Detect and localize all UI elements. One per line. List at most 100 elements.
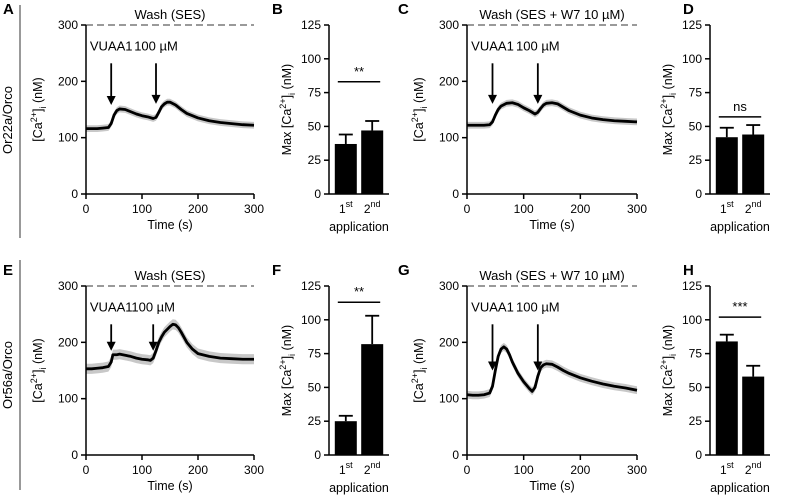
y-tick-label: 100 <box>301 313 321 327</box>
bar-2 <box>361 344 384 455</box>
y-tick-label: 25 <box>689 153 703 167</box>
y-tick-label: 100 <box>58 131 78 145</box>
bar-2 <box>742 376 765 455</box>
y-tick-label: 200 <box>439 335 459 349</box>
panel-c: C Wash (SES + W7 10 µM) VUAA1 100 µM 0 100 200… <box>398 1 647 232</box>
y-tick-label: 25 <box>308 414 322 428</box>
row-label-2: Or56a/Orco <box>0 341 15 409</box>
bar-2 <box>742 134 765 194</box>
y-tick-label: 50 <box>308 380 322 394</box>
x-axis-label: Time (s) <box>147 218 192 232</box>
x-axis-label: application <box>710 220 770 234</box>
panel-letter: C <box>398 1 409 18</box>
x-tick-label: 100 <box>514 202 534 216</box>
y-tick-label: 0 <box>695 448 702 462</box>
y-tick-label: 125 <box>682 18 702 32</box>
y-tick-label: 300 <box>58 18 78 32</box>
x-axis-label: application <box>710 481 770 495</box>
y-tick-label: 200 <box>439 74 459 88</box>
x-tick-label: 200 <box>188 463 208 477</box>
y-tick-label: 75 <box>308 347 322 361</box>
arrow-head <box>106 341 116 351</box>
arrow-head <box>488 94 497 104</box>
y-tick-label: 100 <box>301 52 321 66</box>
wash-label: Wash (SES) <box>134 268 205 283</box>
sem-band <box>86 98 254 133</box>
category-label-1: 1st <box>339 199 353 216</box>
y-tick-label: 125 <box>682 279 702 293</box>
panel-b: B 1st 2nd ** 0 25 50 75 100 125 application Max [Ca… <box>272 1 389 234</box>
panel-g: G Wash (SES + W7 10 µM) VUAA1 100 µM 0 100 200… <box>398 262 647 493</box>
panel-d: D 1st 2nd ns 0 25 50 75 100 125 application Max [Ca… <box>659 1 770 234</box>
panel-letter: D <box>683 1 694 18</box>
x-axis-label: Time (s) <box>529 479 574 493</box>
panel-letter: B <box>272 1 283 18</box>
x-axis-label: application <box>329 220 389 234</box>
mean-trace <box>86 322 254 371</box>
bar-1 <box>715 137 738 194</box>
arrow-head <box>106 95 116 105</box>
x-tick-label: 100 <box>132 463 152 477</box>
y-tick-label: 300 <box>439 279 459 293</box>
x-tick-label: 300 <box>244 463 264 477</box>
y-tick-label: 200 <box>58 74 78 88</box>
row-label-1: Or22a/Orco <box>0 86 15 154</box>
category-label-2: 2nd <box>364 460 381 477</box>
y-tick-label: 0 <box>314 448 321 462</box>
category-label-2: 2nd <box>745 460 762 477</box>
annotation-2: 100 µM <box>134 38 178 53</box>
bar-1 <box>715 341 738 455</box>
significance-label: ns <box>733 99 747 114</box>
mean-trace <box>466 345 638 397</box>
category-label-2: 2nd <box>745 199 762 216</box>
y-tick-label: 50 <box>689 119 703 133</box>
mean-trace <box>467 101 638 127</box>
y-tick-label: 75 <box>308 86 322 100</box>
significance-label: *** <box>732 299 747 314</box>
annotation-2: 100 µM <box>516 38 560 53</box>
arrow-head <box>148 341 158 351</box>
annotation-1: VUAA1 <box>471 299 514 314</box>
y-axis-label: Max [Ca2+]i (nM) <box>278 325 297 416</box>
annotation-1: VUAA1 <box>90 38 133 53</box>
x-axis-label: Time (s) <box>529 218 574 232</box>
significance-label: ** <box>354 64 364 79</box>
row-labels: Or22a/Orco Or56a/Orco <box>0 5 21 490</box>
panel-a: A Wash (SES) VUAA1 100 µM 0 100 200 300 0 100 200 3… <box>3 1 264 232</box>
x-tick-label: 200 <box>570 202 590 216</box>
bar-1 <box>334 421 357 455</box>
y-tick-label: 200 <box>58 335 78 349</box>
arrow-head <box>533 94 543 104</box>
panel-letter: E <box>3 262 13 279</box>
arrow-head <box>151 94 161 104</box>
y-tick-label: 0 <box>452 187 459 201</box>
panel-letter: F <box>272 262 281 279</box>
x-tick-label: 0 <box>464 463 471 477</box>
category-label-1: 1st <box>720 460 734 477</box>
y-axis-label: [Ca2+]i (nM) <box>29 77 48 141</box>
y-tick-label: 300 <box>58 279 78 293</box>
y-axis-label: Max [Ca2+]i (nM) <box>278 64 297 155</box>
mean-trace <box>86 100 255 131</box>
x-tick-label: 0 <box>464 202 471 216</box>
arrow-head <box>533 361 543 371</box>
y-tick-label: 25 <box>308 153 322 167</box>
x-tick-label: 100 <box>132 202 152 216</box>
y-tick-label: 75 <box>689 347 703 361</box>
annotation-1: VUAA1 <box>90 299 133 314</box>
x-tick-label: 200 <box>570 463 590 477</box>
x-tick-label: 100 <box>514 463 534 477</box>
significance-label: ** <box>354 284 364 299</box>
y-tick-label: 0 <box>695 187 702 201</box>
y-tick-label: 100 <box>439 131 459 145</box>
annotation-2: 100 µM <box>516 299 560 314</box>
x-tick-label: 300 <box>627 202 647 216</box>
category-label-1: 1st <box>720 199 734 216</box>
x-axis-label: Time (s) <box>147 479 192 493</box>
x-tick-label: 300 <box>627 463 647 477</box>
wash-label: Wash (SES + W7 10 µM) <box>479 268 624 283</box>
arrow-head <box>488 361 497 371</box>
